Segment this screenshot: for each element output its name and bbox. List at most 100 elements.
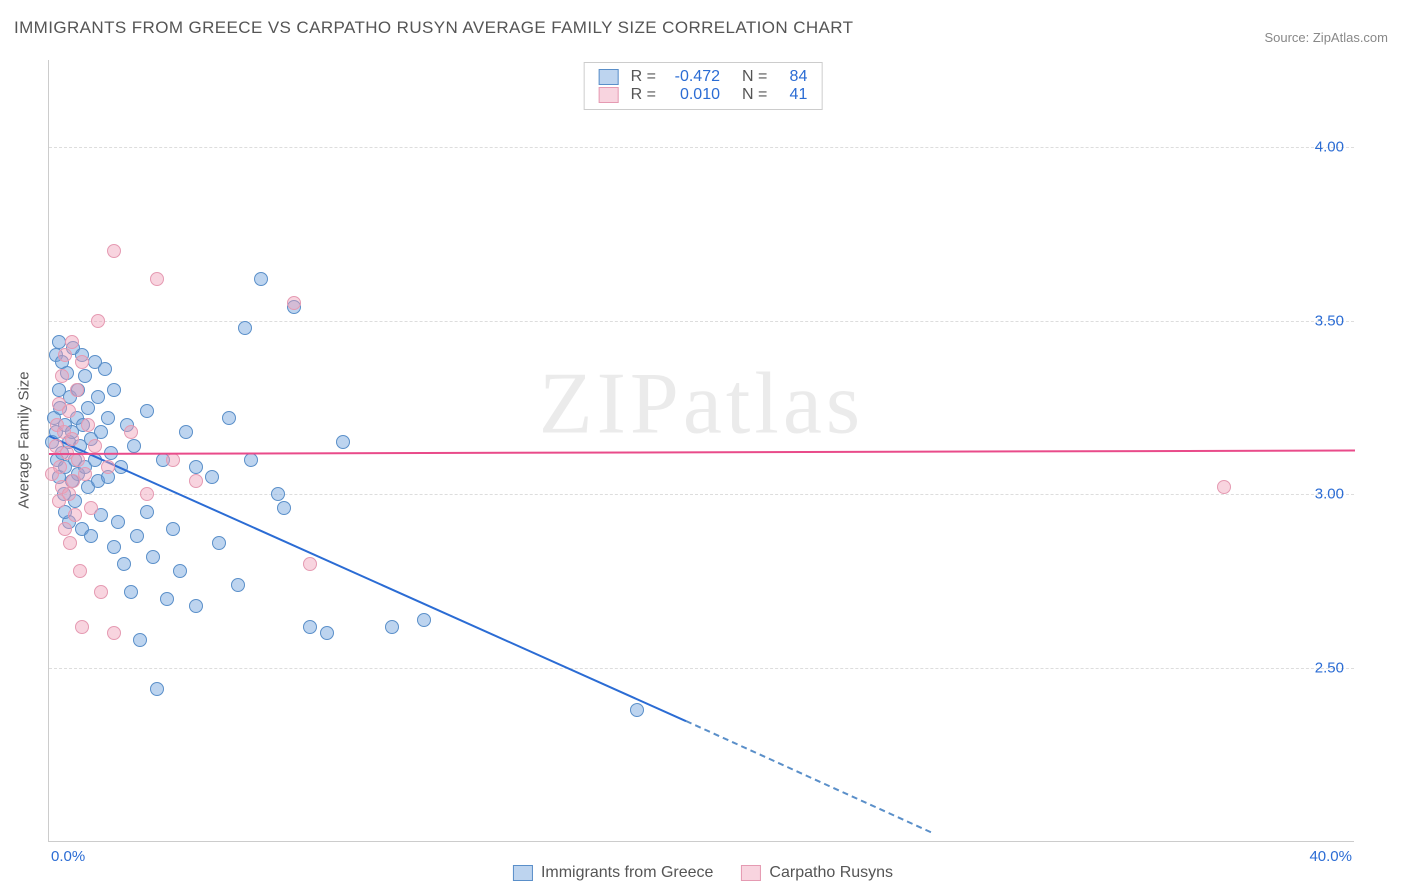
data-point-greece (222, 411, 236, 425)
data-point-carpatho (84, 501, 98, 515)
data-point-carpatho (63, 536, 77, 550)
x-tick-label: 40.0% (1309, 848, 1352, 865)
data-point-carpatho (287, 296, 301, 310)
data-point-carpatho (166, 453, 180, 467)
data-point-greece (130, 529, 144, 543)
data-point-greece (385, 620, 399, 634)
data-point-greece (117, 557, 131, 571)
data-point-carpatho (88, 439, 102, 453)
n-value-greece: 84 (775, 68, 807, 86)
data-point-greece (271, 487, 285, 501)
data-point-greece (303, 620, 317, 634)
data-point-carpatho (124, 425, 138, 439)
data-point-greece (320, 626, 334, 640)
data-point-carpatho (91, 314, 105, 328)
data-point-carpatho (81, 418, 95, 432)
data-point-greece (336, 435, 350, 449)
data-point-greece (107, 383, 121, 397)
data-point-greece (146, 550, 160, 564)
legend-stats-row-greece: R = -0.472 N = 84 (599, 68, 808, 86)
data-point-greece (91, 390, 105, 404)
data-point-carpatho (94, 585, 108, 599)
legend-swatch-greece (599, 69, 619, 85)
source-attribution: Source: ZipAtlas.com (1264, 30, 1388, 45)
y-tick-label: 4.00 (1315, 138, 1344, 155)
legend-swatch-greece (513, 865, 533, 881)
data-point-carpatho (140, 487, 154, 501)
data-point-carpatho (53, 460, 67, 474)
n-label: N = (742, 86, 767, 104)
data-point-carpatho (1217, 480, 1231, 494)
r-label: R = (631, 86, 656, 104)
data-point-carpatho (189, 474, 203, 488)
data-point-carpatho (58, 522, 72, 536)
trend-line (49, 449, 1355, 454)
data-point-carpatho (68, 508, 82, 522)
data-point-carpatho (55, 369, 69, 383)
data-point-greece (133, 633, 147, 647)
data-point-greece (630, 703, 644, 717)
data-point-carpatho (303, 557, 317, 571)
y-tick-label: 2.50 (1315, 660, 1344, 677)
data-point-greece (277, 501, 291, 515)
data-point-greece (166, 522, 180, 536)
data-point-carpatho (107, 626, 121, 640)
legend-item-greece: Immigrants from Greece (513, 864, 713, 882)
data-point-carpatho (75, 355, 89, 369)
data-point-carpatho (73, 564, 87, 578)
data-point-greece (127, 439, 141, 453)
chart-plot-area: ZIPatlas 2.503.003.504.000.0%40.0% (48, 60, 1354, 842)
legend-stats-row-carpatho: R = 0.010 N = 41 (599, 86, 808, 104)
chart-title: IMMIGRANTS FROM GREECE VS CARPATHO RUSYN… (14, 18, 853, 38)
data-point-greece (254, 272, 268, 286)
data-point-greece (417, 613, 431, 627)
data-point-greece (124, 585, 138, 599)
gridline (49, 494, 1354, 495)
data-point-greece (231, 578, 245, 592)
data-point-greece (84, 529, 98, 543)
data-point-greece (179, 425, 193, 439)
source-name: ZipAtlas.com (1313, 30, 1388, 45)
legend-label-greece: Immigrants from Greece (541, 864, 713, 882)
data-point-greece (98, 362, 112, 376)
data-point-greece (160, 592, 174, 606)
data-point-carpatho (78, 467, 92, 481)
data-point-carpatho (58, 348, 72, 362)
trend-line (49, 435, 686, 722)
r-value-carpatho: 0.010 (664, 86, 720, 104)
legend-label-carpatho: Carpatho Rusyns (769, 864, 893, 882)
r-label: R = (631, 68, 656, 86)
data-point-carpatho (107, 244, 121, 258)
data-point-carpatho (101, 460, 115, 474)
legend-item-carpatho: Carpatho Rusyns (741, 864, 893, 882)
legend-stats-box: R = -0.472 N = 84 R = 0.010 N = 41 (584, 62, 823, 110)
n-label: N = (742, 68, 767, 86)
data-point-greece (189, 599, 203, 613)
data-point-carpatho (75, 620, 89, 634)
data-point-greece (78, 369, 92, 383)
y-axis-label: Average Family Size (16, 371, 33, 508)
data-point-greece (140, 404, 154, 418)
data-point-greece (94, 425, 108, 439)
data-point-carpatho (70, 383, 84, 397)
data-point-greece (173, 564, 187, 578)
data-point-carpatho (150, 272, 164, 286)
x-tick-label: 0.0% (51, 848, 85, 865)
data-point-greece (52, 335, 66, 349)
y-tick-label: 3.00 (1315, 486, 1344, 503)
data-point-carpatho (62, 404, 76, 418)
data-point-greece (212, 536, 226, 550)
data-point-greece (205, 470, 219, 484)
data-point-greece (101, 411, 115, 425)
data-point-carpatho (65, 335, 79, 349)
source-prefix: Source: (1264, 30, 1312, 45)
r-value-greece: -0.472 (664, 68, 720, 86)
data-point-greece (111, 515, 125, 529)
gridline (49, 147, 1354, 148)
data-point-greece (140, 505, 154, 519)
gridline (49, 668, 1354, 669)
data-point-greece (107, 540, 121, 554)
data-point-greece (189, 460, 203, 474)
legend-swatch-carpatho (599, 87, 619, 103)
data-point-greece (238, 321, 252, 335)
